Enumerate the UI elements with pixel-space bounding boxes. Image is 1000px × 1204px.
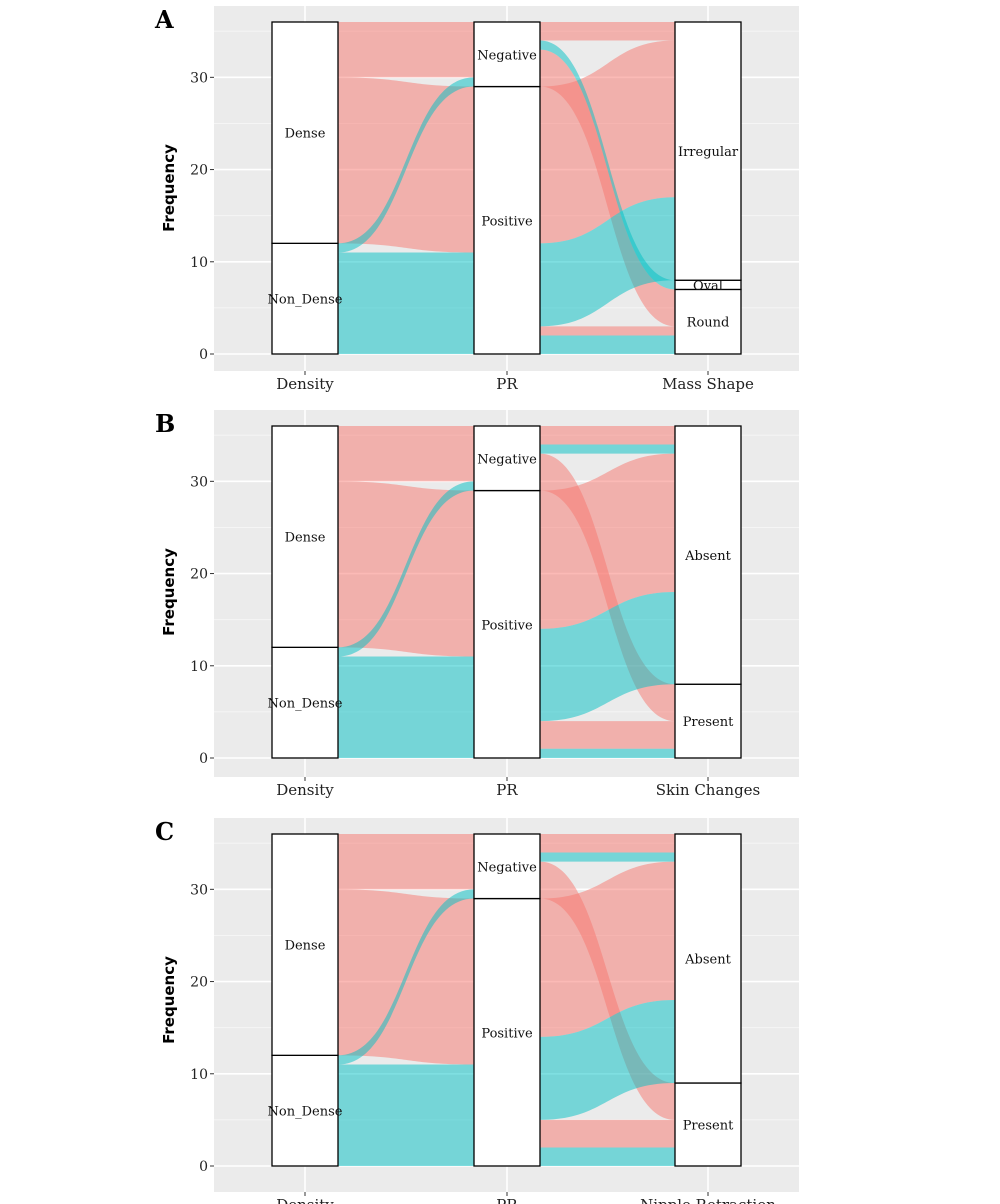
stratum-box <box>271 833 339 1056</box>
flow-ribbon-dense <box>540 426 675 445</box>
stratum-label: Absent <box>684 953 731 968</box>
flow-ribbon-non-dense <box>338 889 474 1065</box>
stratum-label: Negative <box>477 860 537 875</box>
x-axis-label: Density <box>276 1196 334 1204</box>
stratum-label: Round <box>687 316 730 331</box>
y-axis-title: Frequency <box>160 144 178 232</box>
flow-ribbon-non-dense <box>338 481 474 657</box>
stratum-box <box>674 288 742 355</box>
panel-letter: A <box>154 5 174 34</box>
stratum-label: Negative <box>477 48 537 63</box>
y-tick-label: 10 <box>190 659 208 675</box>
y-tick-label: 30 <box>190 474 208 490</box>
x-axis-label: Density <box>276 375 334 393</box>
flow-ribbon-non-dense <box>338 77 474 253</box>
stratum-label: Negative <box>477 452 537 467</box>
flow-ribbon-non-dense <box>540 444 675 454</box>
stratum-box <box>271 646 339 759</box>
y-tick-label: 20 <box>190 163 208 179</box>
stratum-label: Positive <box>481 1026 533 1041</box>
flow-ribbon-dense <box>540 22 675 41</box>
flow-ribbon-non-dense <box>338 656 474 758</box>
stratum-label: Absent <box>684 549 731 564</box>
flow-ribbon-non-dense <box>540 852 675 862</box>
flow-ribbon-non-dense <box>540 748 675 758</box>
y-tick-label: 0 <box>199 347 208 363</box>
alluvial-chart-b: 0 10 20 30 Non_Dense Dense Positive Negative Pre… <box>155 409 799 799</box>
stratum-box <box>674 21 742 281</box>
stratum-box <box>271 21 339 244</box>
flow-ribbon-dense <box>338 22 474 78</box>
x-axis-label: PR <box>496 781 518 799</box>
flow-ribbon-dense <box>540 49 675 327</box>
x-axis-label: Mass Shape <box>662 375 754 393</box>
stratum-label: Non_Dense <box>268 697 343 712</box>
panel-letter: C <box>155 817 174 846</box>
flow-ribbon-dense <box>540 453 675 722</box>
stratum-box <box>674 1082 742 1167</box>
panel-a: 0 10 20 30 Non_Dense Dense Positive Negative Rou… <box>0 0 1000 404</box>
stratum-label: Non_Dense <box>268 1105 343 1120</box>
y-tick-label: 20 <box>190 567 208 583</box>
stratum-label: Positive <box>481 214 533 229</box>
y-axis-title: Frequency <box>160 956 178 1044</box>
y-tick-label: 30 <box>190 882 208 898</box>
x-axis-label: PR <box>496 375 518 393</box>
flow-ribbon-dense <box>540 861 675 1120</box>
flow-ribbon-dense <box>338 426 474 482</box>
stratum-label: Present <box>683 715 734 730</box>
stratum-label: Dense <box>285 531 326 546</box>
stratum-label: Positive <box>481 618 533 633</box>
y-tick-label: 30 <box>190 70 208 86</box>
stratum-label: Present <box>683 1119 734 1134</box>
y-tick-label: 0 <box>199 1159 208 1175</box>
y-tick-label: 10 <box>190 255 208 271</box>
stratum-box <box>271 1054 339 1167</box>
stratum-box <box>674 833 742 1084</box>
flow-ribbon-non-dense <box>540 197 675 327</box>
alluvial-chart-c: 0 10 20 30 Non_Dense Dense Positive Negative Pre… <box>155 817 799 1204</box>
stratum-label: Irregular <box>678 145 739 160</box>
stratum-label: Dense <box>285 939 326 954</box>
stratum-box <box>271 425 339 648</box>
flow-ribbon-dense <box>540 721 675 749</box>
x-axis-label: Density <box>276 781 334 799</box>
flow-ribbon-non-dense <box>338 252 474 354</box>
y-tick-label: 20 <box>190 975 208 991</box>
x-axis-label: PR <box>496 1196 518 1204</box>
stratum-box <box>473 897 541 1167</box>
stratum-label: Non_Dense <box>268 293 343 308</box>
y-tick-label: 10 <box>190 1067 208 1083</box>
panel-letter: B <box>155 409 175 438</box>
flow-ribbon-non-dense <box>540 335 675 354</box>
flow-ribbon-non-dense <box>338 1064 474 1166</box>
panel-c: 0 10 20 30 Non_Dense Dense Positive Negative Pre… <box>0 812 1000 1204</box>
flow-ribbon-dense <box>540 834 675 853</box>
y-axis-title: Frequency <box>160 548 178 636</box>
flow-ribbon-non-dense <box>540 1000 675 1120</box>
stratum-box <box>473 85 541 355</box>
panel-b: 0 10 20 30 Non_Dense Dense Positive Negative Pre… <box>0 404 1000 808</box>
flow-ribbon-non-dense <box>540 592 675 722</box>
stratum-box <box>674 425 742 685</box>
flow-ribbon-dense <box>540 326 675 336</box>
stratum-box <box>473 425 541 492</box>
flow-ribbon-dense <box>540 1119 675 1148</box>
flow-ribbon-dense <box>338 834 474 890</box>
stratum-label: Dense <box>285 127 326 142</box>
x-axis-label: Nipple Retraction <box>640 1196 776 1204</box>
x-axis-label: Skin Changes <box>656 781 761 799</box>
stratum-label: Oval <box>693 279 723 294</box>
alluvial-chart-a: 0 10 20 30 Non_Dense Dense Positive Negative Rou… <box>154 5 799 393</box>
flow-ribbon-non-dense <box>540 40 675 290</box>
stratum-box <box>271 242 339 355</box>
y-tick-label: 0 <box>199 751 208 767</box>
stratum-box <box>473 21 541 88</box>
stratum-box <box>473 489 541 759</box>
stratum-box <box>473 833 541 900</box>
flow-ribbon-non-dense <box>540 1147 675 1166</box>
